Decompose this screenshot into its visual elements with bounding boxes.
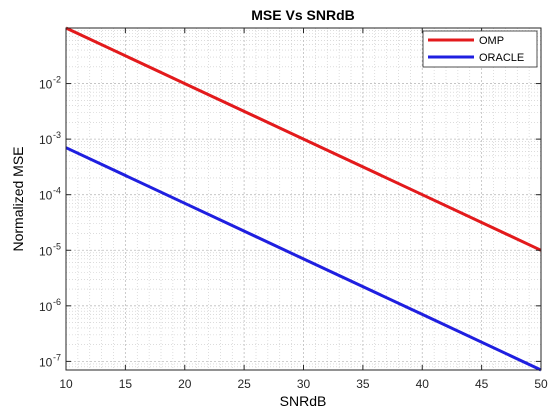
x-tick-label: 35 (356, 377, 370, 391)
series-line-omp (65, 26, 542, 252)
chart-title: MSE Vs SNRdB (251, 7, 354, 23)
x-tick-label: 15 (119, 377, 133, 391)
y-tick-label-exp: -7 (53, 352, 61, 362)
x-tick-label: 20 (178, 377, 192, 391)
y-tick-label-exp: -6 (53, 297, 61, 307)
x-tick-label: 30 (297, 377, 311, 391)
x-tick-label: 45 (475, 377, 489, 391)
legend-box (422, 30, 538, 68)
y-tick-label-exp: -2 (53, 75, 61, 85)
y-tick-labels: 10-710-610-510-410-310-2 (39, 75, 61, 370)
y-tick-label-base: 10 (39, 78, 53, 92)
legend-label-oracle: ORACLE (479, 52, 524, 64)
x-tick-label: 40 (416, 377, 430, 391)
axis-ticks (65, 28, 542, 370)
x-axis-label: SNRdB (280, 393, 327, 409)
y-tick-label-base: 10 (39, 355, 53, 369)
x-tick-label: 25 (237, 377, 251, 391)
y-tick-label-base: 10 (39, 244, 53, 258)
legend: OMP ORACLE (422, 30, 538, 68)
y-tick-label-base: 10 (39, 189, 53, 203)
y-tick-label-base: 10 (39, 300, 53, 314)
series-line-oracle (65, 146, 542, 372)
y-axis-label: Normalized MSE (10, 146, 26, 251)
y-tick-label-base: 10 (39, 133, 53, 147)
y-tick-label-exp: -4 (53, 186, 61, 196)
y-tick-label-exp: -5 (53, 241, 61, 251)
x-tick-label: 50 (534, 377, 548, 391)
series-lines (65, 26, 542, 372)
legend-label-omp: OMP (479, 35, 504, 47)
x-tick-label: 10 (59, 377, 73, 391)
y-tick-label-exp: -3 (53, 130, 61, 140)
grid (66, 28, 541, 370)
x-tick-labels: 10 15 20 25 30 35 40 45 50 (59, 377, 548, 391)
